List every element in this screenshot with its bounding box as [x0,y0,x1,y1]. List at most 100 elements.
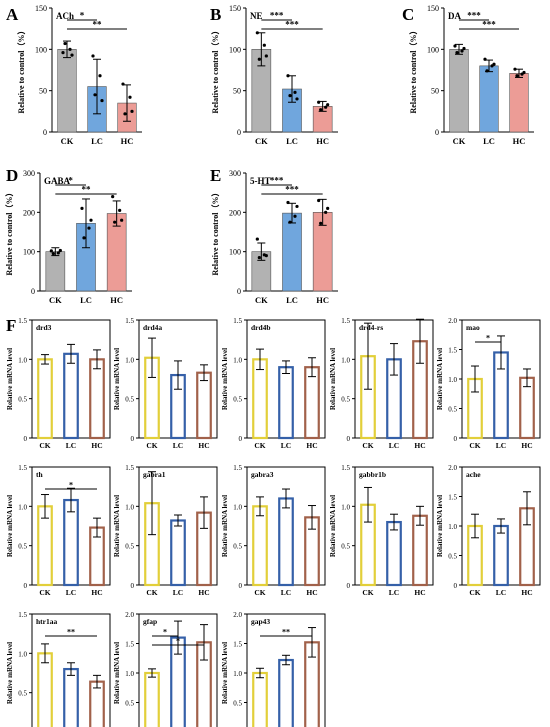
y-tick-label: 0 [24,435,28,443]
data-point-lc [492,62,496,66]
data-point-ck [453,44,457,48]
significance-label: * [69,481,73,490]
category-label-lc: LC [281,441,291,450]
y-tick-label: 1.5 [233,464,242,472]
data-point-hc [121,82,125,86]
y-tick-label: 1.5 [448,347,457,355]
category-label-hc: HC [521,588,532,597]
bar-hc [304,366,320,440]
chart-ach: ACh 0 50 100 150 Relative to control（%） CK LC HC… [16,4,142,146]
y-tick-label: 1.5 [341,317,350,325]
data-point-hc [324,105,328,109]
chart-title: ache [466,470,481,479]
data-point-ck [49,249,53,253]
category-label-hc: HC [316,136,329,146]
chart-title: drd4a [143,323,162,332]
chart-title: gabra1 [143,470,166,479]
y-axis-label: Relative to control（%） [210,27,220,114]
chart-drd4b: drd4b 0 0.5 1.0 1.5 Relative mRNA level CK LC HC [221,317,326,450]
data-point-hc [324,210,328,214]
category-label-ck: CK [146,588,157,597]
category-label-lc: LC [173,588,183,597]
y-tick-label: 2.0 [125,611,134,619]
y-tick-label: 1.5 [125,464,134,472]
y-tick-label: 0.5 [341,396,350,404]
bar-ck [252,671,268,727]
y-tick-label: 0 [347,582,351,590]
bar-hc [412,514,428,587]
chart-title: ACh [56,11,74,21]
y-tick-label: 0.5 [125,543,134,551]
chart-th: th 0 0.5 1.0 1.5 Relative mRNA level CK LC HC * [6,464,111,597]
data-point-hc [319,108,323,112]
category-label-hc: HC [306,441,317,450]
chart-title: gfap [143,617,157,626]
data-point-ck [61,51,65,55]
y-tick-label: 1.0 [233,503,242,511]
data-point-ck [58,248,62,253]
category-label-hc: HC [414,441,425,450]
y-tick-label: 1.5 [233,641,242,649]
y-axis-label: Relative mRNA level [221,348,229,410]
y-tick-label: 1.0 [125,356,134,364]
y-tick-label: 1.0 [18,356,27,364]
bar-lc [63,498,79,587]
category-label-lc: LC [496,441,506,450]
data-point-ck [257,57,261,61]
category-label-hc: HC [91,441,102,450]
category-label-ck: CK [39,588,50,597]
data-point-lc [288,94,292,98]
bar-lc [278,366,294,440]
category-label-hc: HC [121,136,134,146]
data-point-lc [286,74,290,78]
significance-label: * [163,628,167,637]
plot-frame [31,613,111,727]
data-point-ck [68,47,72,51]
significance-label: *** [285,20,299,30]
y-tick-label: 1.0 [18,503,27,511]
y-axis-label: Relative mRNA level [329,495,337,557]
y-tick-label: 0.5 [341,543,350,551]
chart-gabra1: gabra1 0 0.5 1.0 1.5 Relative mRNA level CK LC H… [113,464,218,597]
category-label-hc: HC [110,295,123,305]
chart-title: th [36,470,43,479]
y-tick-label: 0 [454,435,458,443]
data-point-ck [255,237,259,241]
category-label-hc: HC [198,588,209,597]
data-point-hc [120,218,124,222]
category-label-ck: CK [362,588,373,597]
y-tick-label: 300 [229,169,241,178]
bar-hc [89,358,105,440]
y-tick-label: 100 [23,248,35,257]
data-point-ck [257,255,261,260]
significance-label: *** [285,185,299,195]
data-point-ck [462,46,466,51]
y-tick-label: 0 [454,582,458,590]
significance-label: ** [93,20,103,30]
y-tick-label: 1.5 [233,317,242,325]
y-tick-label: 0 [239,435,243,443]
y-tick-label: 0.5 [125,396,134,404]
data-point-lc [295,97,299,101]
y-tick-label: 0.5 [233,543,242,551]
chart-title: drd4-rs [359,323,383,332]
significance-label: * [176,637,180,646]
y-axis-label: Relative to control（%） [210,189,220,276]
category-label-hc: HC [414,588,425,597]
y-tick-label: 0 [239,582,243,590]
data-point-lc [82,236,86,240]
y-axis-label: Relative mRNA level [221,642,229,704]
data-point-hc [522,70,526,75]
category-label-hc: HC [91,588,102,597]
panel-letter-f: F [6,316,16,335]
y-tick-label: 100 [35,45,47,54]
category-label-ck: CK [146,441,157,450]
data-point-hc [128,95,132,99]
data-point-ck [56,251,60,255]
category-label-lc: LC [281,588,291,597]
category-label-lc: LC [66,588,76,597]
category-label-lc: LC [80,295,92,305]
y-tick-label: 1.5 [341,464,350,472]
